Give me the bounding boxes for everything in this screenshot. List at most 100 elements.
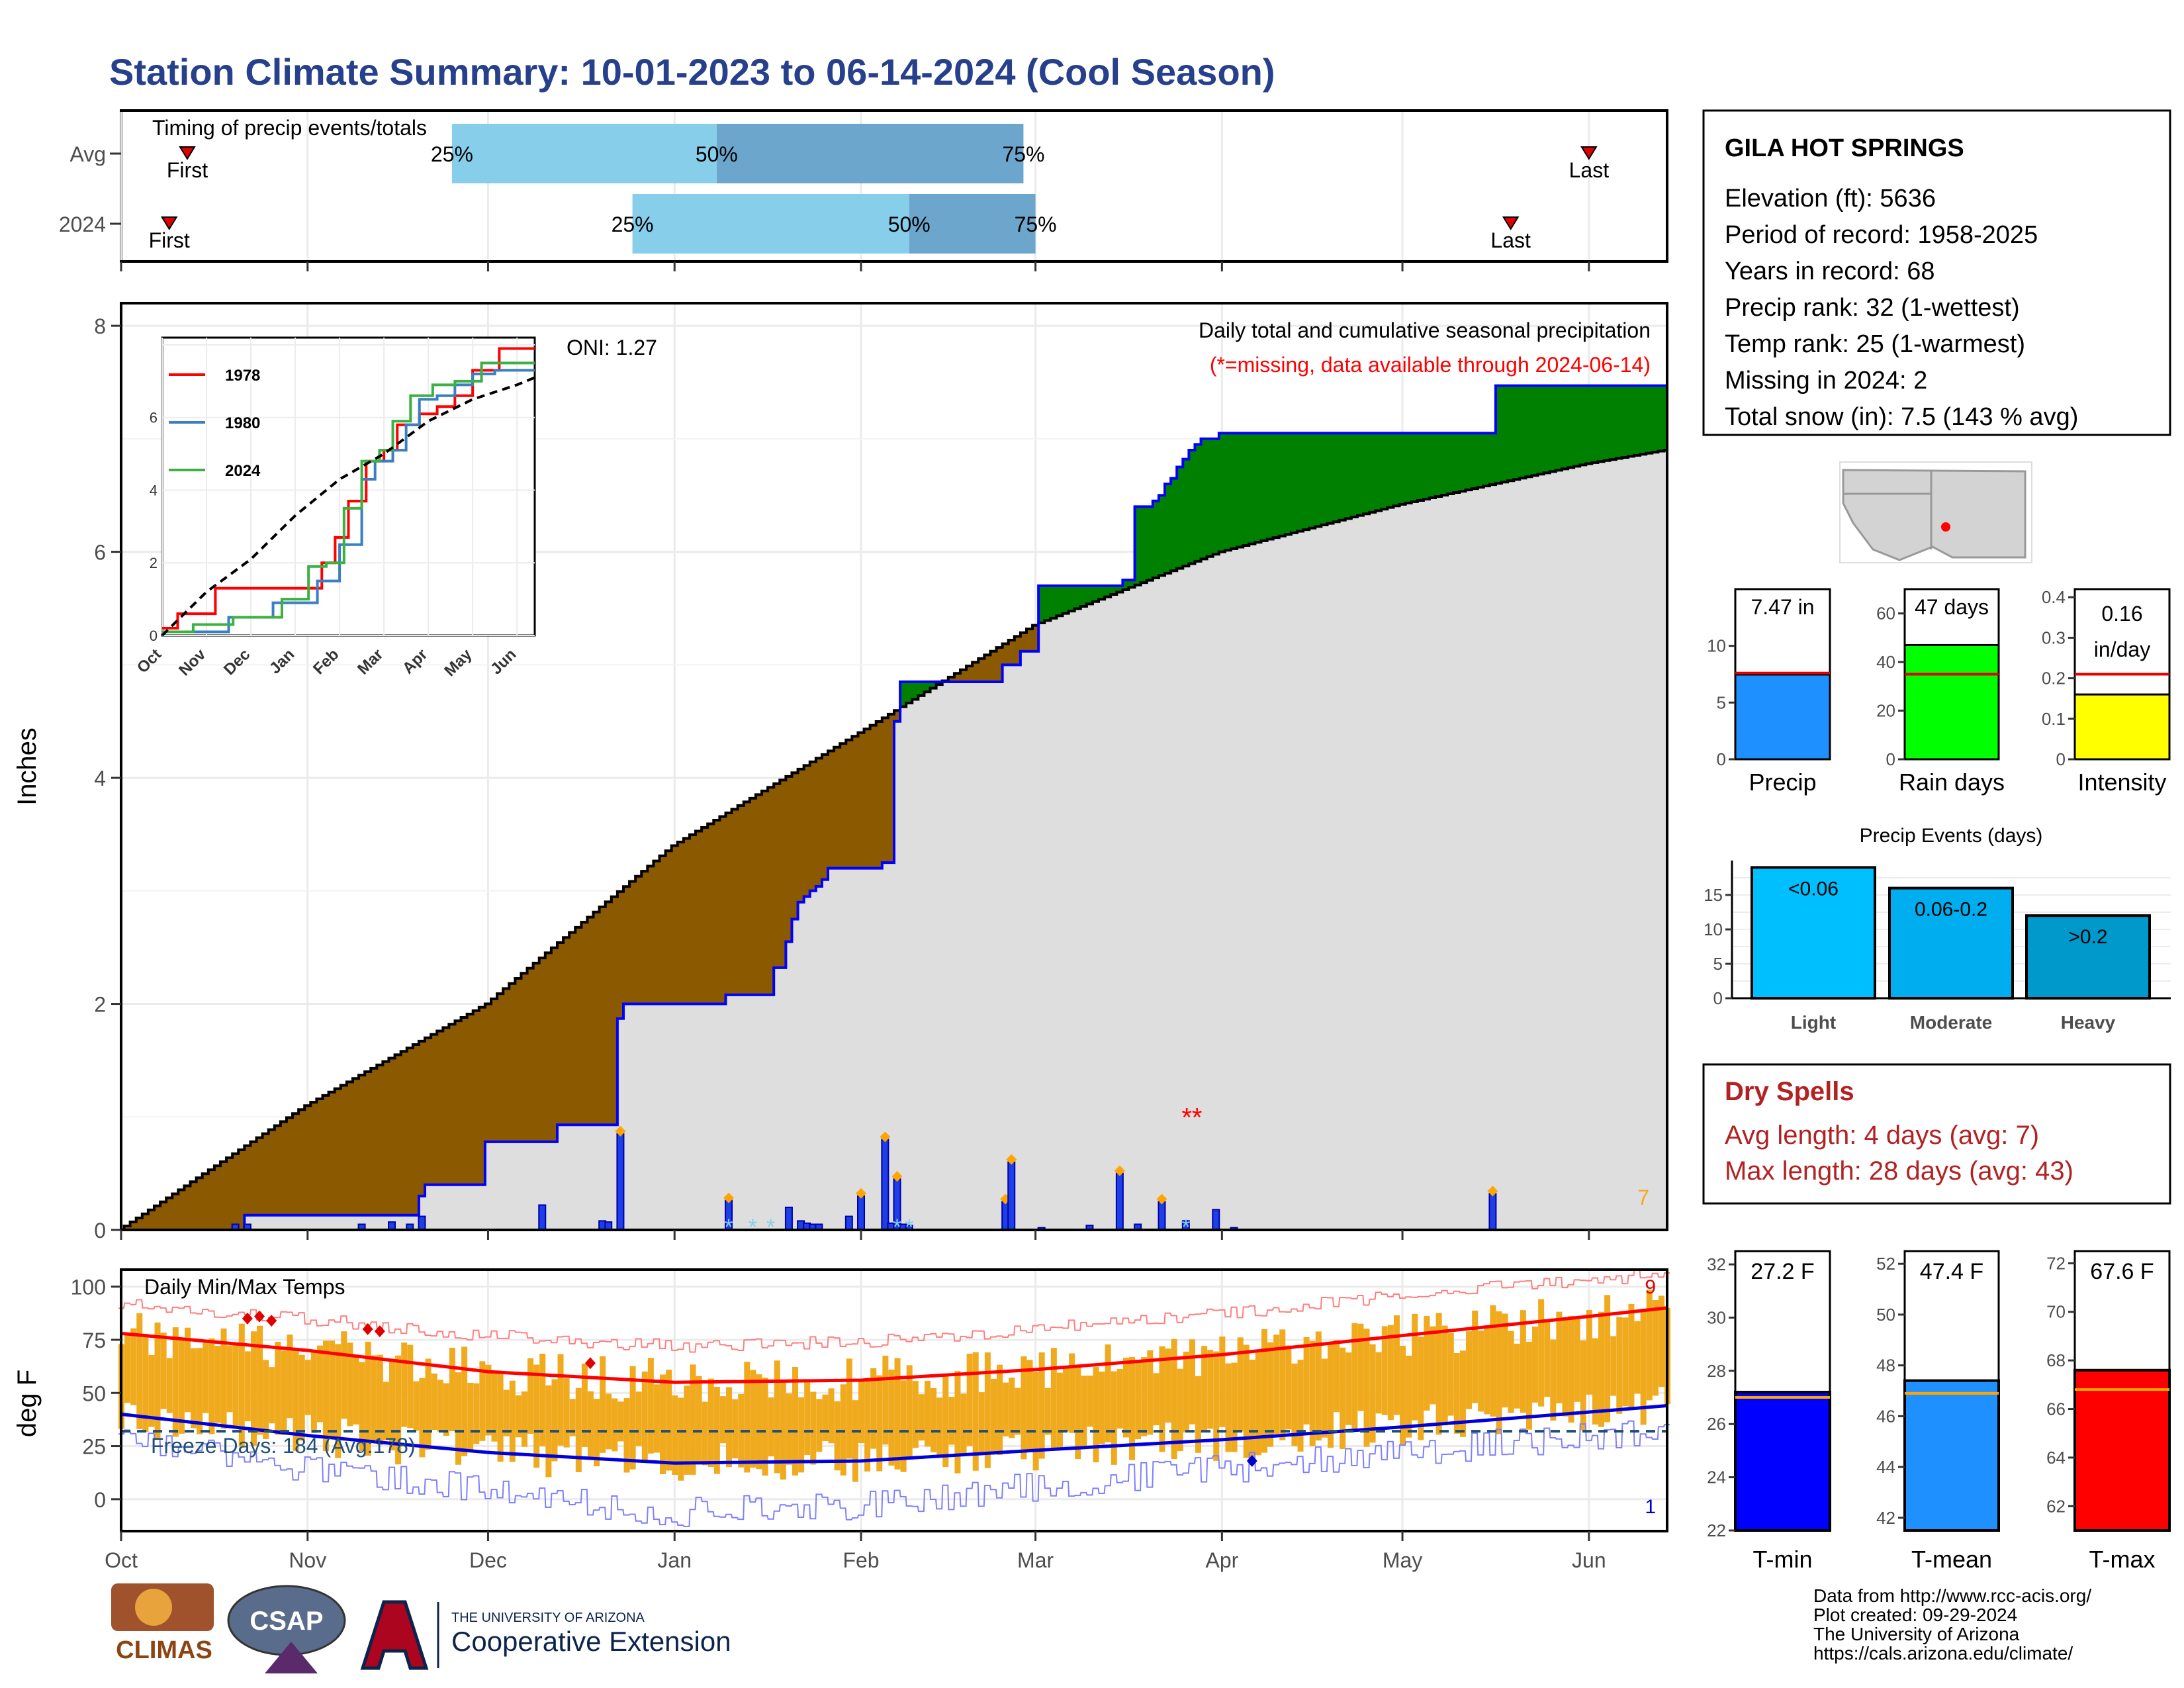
daily-precip-bar — [857, 1195, 866, 1231]
temp-daily-bar — [732, 1399, 739, 1459]
temp-daily-bar — [1357, 1323, 1364, 1411]
temp-daily-bar — [335, 1344, 341, 1458]
diff-fill-segment — [587, 917, 594, 1125]
temp-bar-tick-label: 52 — [1876, 1254, 1895, 1274]
temp-daily-bar — [1532, 1326, 1539, 1403]
diff-fill-segment — [1568, 385, 1574, 468]
diff-fill-segment — [1249, 433, 1255, 544]
diff-fill-segment — [1297, 433, 1304, 532]
temp-daily-bar — [1478, 1331, 1484, 1412]
timing-first-label: First — [167, 158, 208, 182]
diff-fill-segment — [743, 802, 751, 995]
temp-daily-bar — [623, 1398, 630, 1473]
temp-daily-bar — [900, 1380, 907, 1472]
main-y-tick-label: 2 — [94, 993, 106, 1017]
climatology-line — [121, 448, 1667, 1231]
temp-daily-bar — [1610, 1336, 1617, 1396]
daily-precip-bar — [1488, 1193, 1497, 1231]
temp-daily-bar — [719, 1396, 726, 1444]
diff-fill-segment — [352, 1078, 359, 1215]
diff-fill-segment — [936, 681, 943, 685]
mini-bar-tick-label: 0.2 — [2042, 669, 2066, 688]
temp-daily-bar — [1111, 1371, 1117, 1465]
temp-daily-bar — [461, 1346, 468, 1456]
diff-fill-segment — [521, 973, 528, 1142]
diff-fill-segment — [737, 805, 745, 995]
temp-bar-label: T-max — [2089, 1546, 2155, 1573]
temp-x-tick-label: Dec — [469, 1548, 507, 1572]
diff-fill-segment — [768, 787, 774, 995]
temp-daily-bar — [298, 1354, 305, 1441]
diff-fill-segment — [1333, 433, 1340, 522]
temp-daily-bar — [1658, 1295, 1664, 1387]
diff-fill-segment — [1080, 585, 1087, 606]
temp-daily-bar — [1459, 1350, 1466, 1437]
diff-fill-segment — [1218, 433, 1226, 552]
diff-fill-segment — [220, 1162, 227, 1230]
diff-fill-segment — [593, 912, 600, 1125]
diff-fill-segment — [1177, 467, 1183, 569]
diff-fill-segment — [629, 881, 636, 1004]
main-caption: Daily total and cumulative seasonal prec… — [1199, 318, 1651, 342]
temp-daily-bar — [762, 1378, 768, 1476]
diff-fill-segment — [1652, 385, 1659, 453]
diff-fill-segment — [1243, 433, 1250, 546]
diff-fill-segment — [1586, 385, 1592, 464]
temp-daily-bar — [1586, 1309, 1592, 1395]
diff-fill-segment — [1465, 433, 1473, 491]
temp-daily-bar — [1273, 1335, 1280, 1434]
diff-fill-segment — [719, 816, 727, 1004]
diff-fill-segment — [1111, 585, 1117, 595]
temp-y-tick-label: 100 — [71, 1276, 106, 1299]
temp-x-tick-label: Apr — [1205, 1548, 1238, 1572]
diff-fill-segment — [365, 1071, 371, 1215]
diff-fill-segment — [1171, 478, 1177, 571]
temp-daily-bar — [1050, 1348, 1057, 1450]
diff-fill-segment — [1267, 433, 1274, 539]
dry-spells-avg: Avg length: 4 days (avg: 7) — [1725, 1121, 2039, 1150]
mini-bar-value-label: 47 days — [1915, 595, 1989, 619]
temp-daily-bar — [707, 1378, 714, 1468]
temp-daily-bar — [804, 1381, 811, 1455]
temp-daily-bar — [263, 1360, 269, 1440]
diff-fill-segment — [1610, 385, 1617, 460]
mini-bar-fill — [1903, 643, 2000, 761]
temp-daily-bar — [1237, 1337, 1244, 1432]
temp-y-tick-label: 75 — [82, 1329, 106, 1352]
diff-fill-segment — [900, 681, 907, 707]
temp-bar-fill — [2073, 1368, 2171, 1532]
temp-daily-bar — [942, 1376, 949, 1468]
timing-pct-label: 75% — [1002, 142, 1044, 166]
temp-daily-bar — [425, 1358, 432, 1450]
diff-fill-segment — [1375, 433, 1382, 511]
temp-daily-bar — [1472, 1310, 1479, 1403]
record-high-line — [118, 1269, 1670, 1353]
temp-daily-bar — [497, 1374, 504, 1462]
daily-precip-bar — [1158, 1201, 1166, 1231]
diff-fill-segment — [1128, 580, 1136, 588]
diff-fill-segment — [575, 927, 582, 1125]
station-info-box — [1702, 109, 2171, 436]
diff-fill-segment — [623, 886, 630, 1004]
diff-fill-segment — [503, 988, 510, 1142]
temp-daily-bar — [744, 1362, 751, 1473]
temp-daily-bar — [1255, 1349, 1261, 1456]
diff-fill-segment — [1321, 433, 1328, 525]
main-y-tick-label: 8 — [94, 314, 106, 338]
diff-fill-segment — [641, 871, 648, 1004]
temp-daily-bar — [1285, 1345, 1292, 1430]
diff-fill-segment — [1291, 433, 1298, 533]
diff-fill-segment — [1592, 385, 1599, 463]
temp-daily-bar — [1387, 1325, 1394, 1421]
diff-fill-segment — [184, 1186, 191, 1230]
corner-count: 7 — [1637, 1186, 1649, 1209]
diff-fill-segment — [906, 681, 913, 704]
snow-marker — [856, 1188, 867, 1199]
diff-fill-segment — [1640, 385, 1647, 455]
footer-credit-line: Plot created: 09-29-2024 — [1813, 1605, 2017, 1625]
temp-daily-bar — [792, 1366, 799, 1476]
timing-bar-50-75 — [716, 124, 1024, 183]
diff-fill-segment — [762, 790, 768, 995]
timing-last-marker — [1502, 216, 1520, 230]
temp-daily-bar — [1129, 1356, 1136, 1460]
